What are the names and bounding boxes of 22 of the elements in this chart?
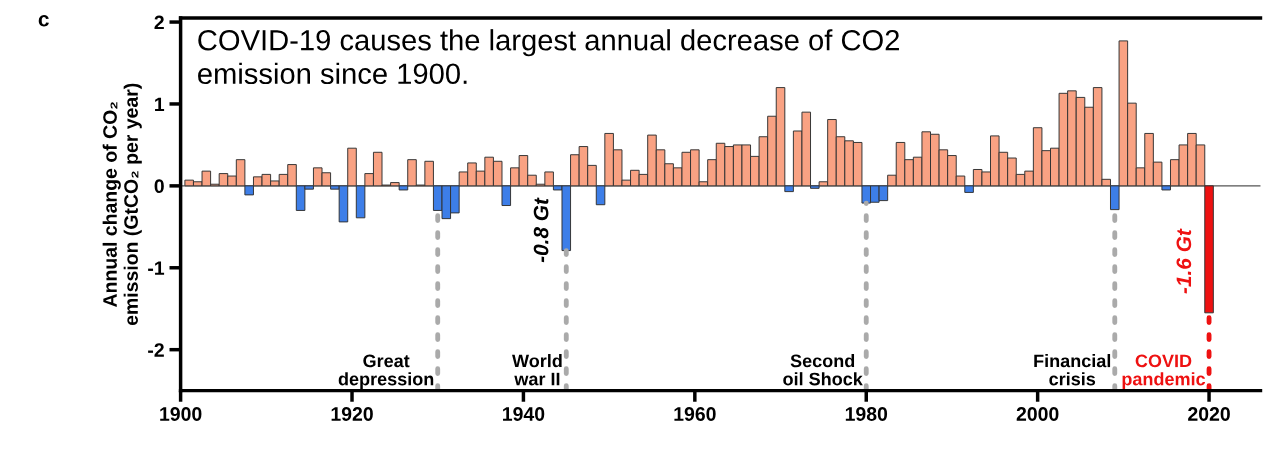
x-tick-label: 1960 xyxy=(674,407,716,421)
y-tick-label: 2 xyxy=(154,15,164,30)
x-tick-label: 1940 xyxy=(503,407,545,421)
ref-line-label: Second oil Shock xyxy=(783,354,863,386)
x-tick-label: 1920 xyxy=(331,407,373,421)
text: c xyxy=(38,15,49,27)
x-tick-label: 1980 xyxy=(845,407,888,421)
annotation: COVID-19 causes the largest annual decrease of CO2 emission since 1900. xyxy=(198,29,899,85)
y-axis-title: Annual change of CO₂ emission (GtCO₂ per year) xyxy=(102,83,142,326)
annotation: -1.6 Gt xyxy=(1176,228,1192,294)
x-tick-label: 2000 xyxy=(1016,407,1059,421)
annotation: -0.8 Gt xyxy=(533,197,549,263)
y-tick-label: -2 xyxy=(148,343,164,357)
x-tick-label: 1900 xyxy=(160,407,202,421)
y-tick-label: 0 xyxy=(154,179,164,194)
x-tick-label: 2020 xyxy=(1188,407,1230,421)
y-tick-label: 1 xyxy=(155,97,165,112)
ref-line-label: Financial crisis xyxy=(1034,354,1111,386)
ref-line-label: World war II xyxy=(512,354,562,386)
ref-line-label: Great depression xyxy=(338,354,434,389)
y-tick-label: -1 xyxy=(148,261,165,275)
ref-line-label: COVID pandemic xyxy=(1122,354,1206,389)
